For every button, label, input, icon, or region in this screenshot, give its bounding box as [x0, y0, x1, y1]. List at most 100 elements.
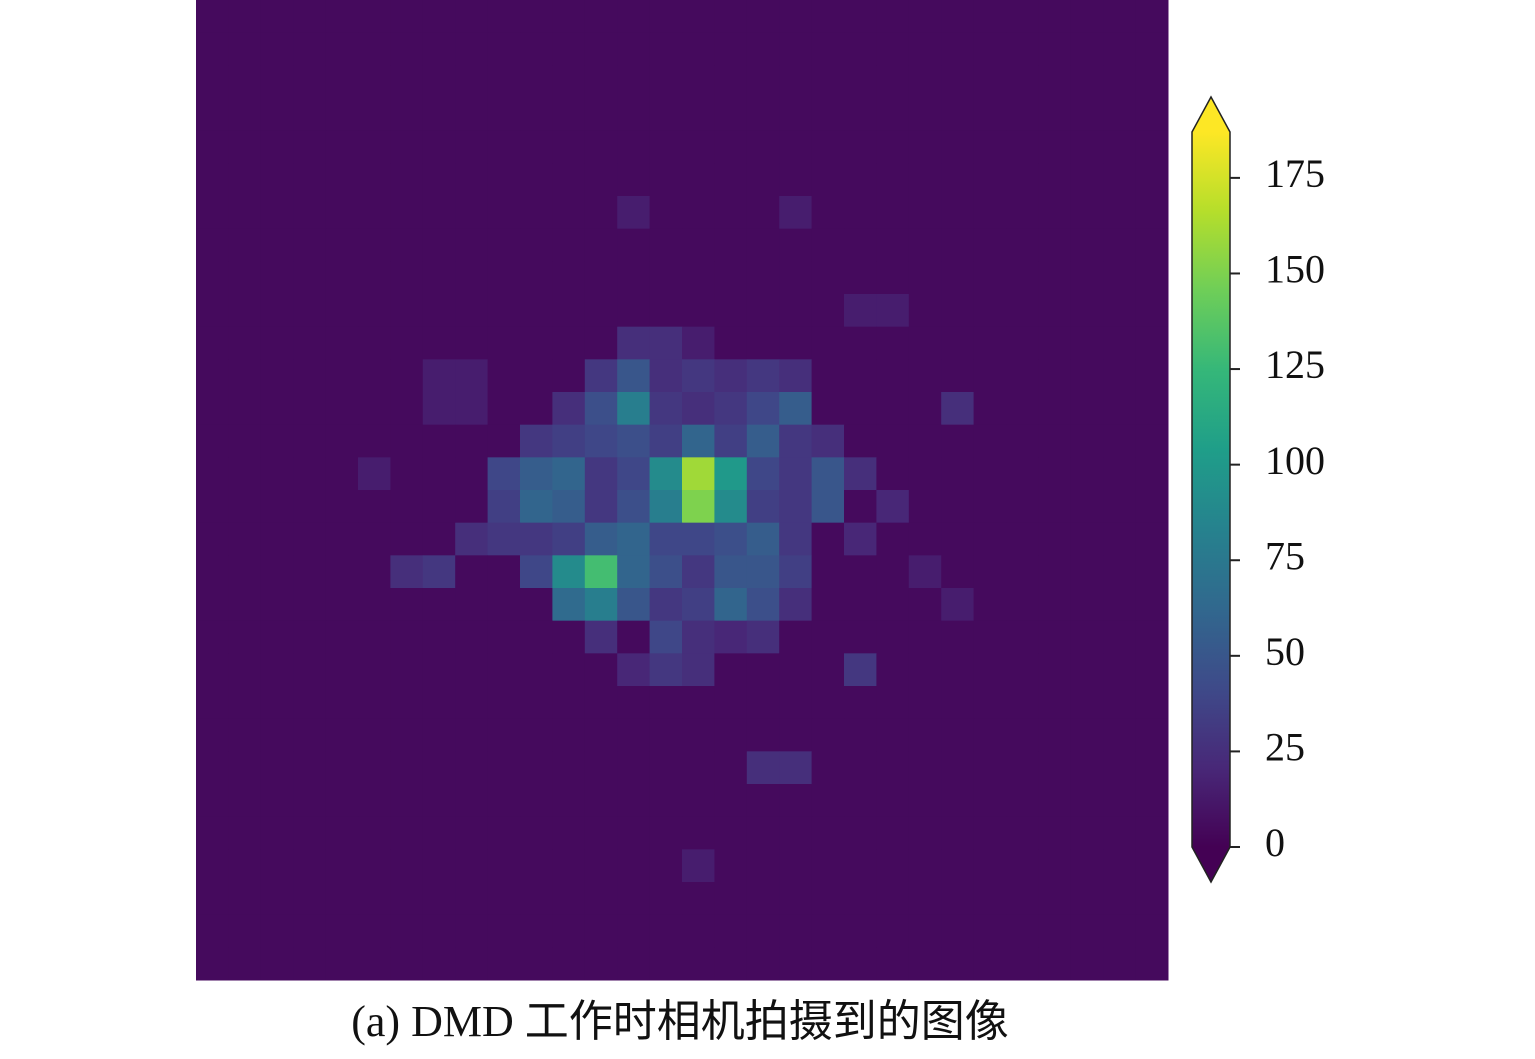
heatmap-cell	[844, 686, 877, 720]
heatmap-cell	[682, 326, 715, 360]
heatmap-cell	[941, 228, 975, 262]
heatmap-cell	[293, 32, 327, 66]
heatmap-cell	[649, 849, 683, 883]
heatmap-cell	[390, 947, 424, 981]
heatmap-cell	[1135, 457, 1169, 491]
heatmap-cell	[552, 326, 586, 360]
heatmap-cell	[487, 914, 521, 948]
heatmap-cell	[682, 65, 715, 99]
heatmap-cell	[617, 130, 651, 164]
heatmap-cell	[941, 849, 975, 883]
heatmap-cell	[325, 424, 359, 458]
heatmap-cell	[617, 718, 651, 752]
heatmap-cell	[1103, 457, 1137, 491]
heatmap-cell	[260, 522, 294, 556]
heatmap-cell	[358, 849, 391, 883]
heatmap-cell	[552, 457, 586, 491]
heatmap-cell	[358, 196, 391, 230]
heatmap-cell	[1038, 882, 1072, 916]
heatmap-cell	[714, 261, 748, 295]
heatmap-cell	[455, 0, 489, 34]
heatmap-cell	[260, 686, 294, 720]
heatmap-cell	[358, 816, 391, 850]
colorbar-tick-label: 125	[1265, 342, 1325, 387]
heatmap-cell	[196, 359, 229, 393]
heatmap-cell	[552, 228, 586, 262]
heatmap-cell	[649, 522, 683, 556]
heatmap-cell	[260, 359, 294, 393]
heatmap-cell	[617, 424, 651, 458]
heatmap-cell	[390, 588, 424, 622]
heatmap-cell	[1135, 196, 1169, 230]
heatmap-cell	[779, 261, 813, 295]
heatmap-cell	[1006, 326, 1039, 360]
heatmap-cell	[746, 718, 780, 752]
heatmap-cell	[390, 555, 424, 589]
heatmap-cell	[358, 784, 391, 818]
heatmap-cell	[844, 914, 877, 948]
heatmap-cell	[196, 653, 229, 687]
heatmap-cell	[1103, 718, 1137, 752]
heatmap-cell	[941, 490, 975, 524]
heatmap-cell	[811, 653, 845, 687]
heatmap-cell	[617, 849, 651, 883]
heatmap-cell	[811, 228, 845, 262]
heatmap-cell	[908, 882, 942, 916]
heatmap-cell	[487, 686, 521, 720]
heatmap-cell	[455, 882, 489, 916]
heatmap-cell	[844, 816, 877, 850]
heatmap-cell	[973, 163, 1007, 197]
heatmap-cell	[1070, 751, 1104, 785]
heatmap-cell	[358, 751, 391, 785]
heatmap-cell	[260, 588, 294, 622]
heatmap-cell	[617, 620, 651, 654]
heatmap-cell	[682, 588, 715, 622]
heatmap-cell	[358, 914, 391, 948]
heatmap-cell	[584, 163, 618, 197]
heatmap-cell	[196, 718, 229, 752]
heatmap-cell	[1135, 294, 1169, 328]
heatmap-cell	[876, 228, 910, 262]
heatmap-cell	[617, 326, 651, 360]
heatmap-cell	[779, 490, 813, 524]
heatmap-cell	[520, 130, 553, 164]
heatmap-cell	[1038, 490, 1072, 524]
heatmap-cell	[293, 686, 327, 720]
heatmap-cell	[422, 228, 456, 262]
heatmap-cell	[682, 751, 715, 785]
heatmap-cell	[941, 555, 975, 589]
heatmap-cell	[1038, 261, 1072, 295]
heatmap-cell	[1103, 0, 1137, 34]
heatmap-cell	[908, 490, 942, 524]
heatmap-cell	[649, 588, 683, 622]
heatmap-cell	[617, 816, 651, 850]
heatmap-cell	[1006, 359, 1039, 393]
heatmap-cell	[908, 816, 942, 850]
heatmap-cell	[260, 947, 294, 981]
heatmap-cell	[617, 914, 651, 948]
heatmap-cell	[455, 620, 489, 654]
heatmap-cell	[1038, 849, 1072, 883]
heatmap-cell	[520, 718, 553, 752]
heatmap-cell	[325, 98, 359, 132]
heatmap-cell	[260, 326, 294, 360]
heatmap-cell	[422, 490, 456, 524]
heatmap-cell	[908, 686, 942, 720]
heatmap-cell	[196, 228, 229, 262]
heatmap-cell	[325, 816, 359, 850]
heatmap-cell	[714, 424, 748, 458]
heatmap-cell	[779, 849, 813, 883]
heatmap-cell	[422, 686, 456, 720]
heatmap-cell	[844, 228, 877, 262]
heatmap-cell	[584, 686, 618, 720]
heatmap-cell	[228, 718, 262, 752]
heatmap-cell	[358, 555, 391, 589]
heatmap-cell	[487, 784, 521, 818]
heatmap-cell	[260, 882, 294, 916]
heatmap-cell	[293, 784, 327, 818]
heatmap-cell	[617, 228, 651, 262]
heatmap-cell	[746, 620, 780, 654]
heatmap-cell	[1135, 751, 1169, 785]
heatmap-cell	[325, 653, 359, 687]
